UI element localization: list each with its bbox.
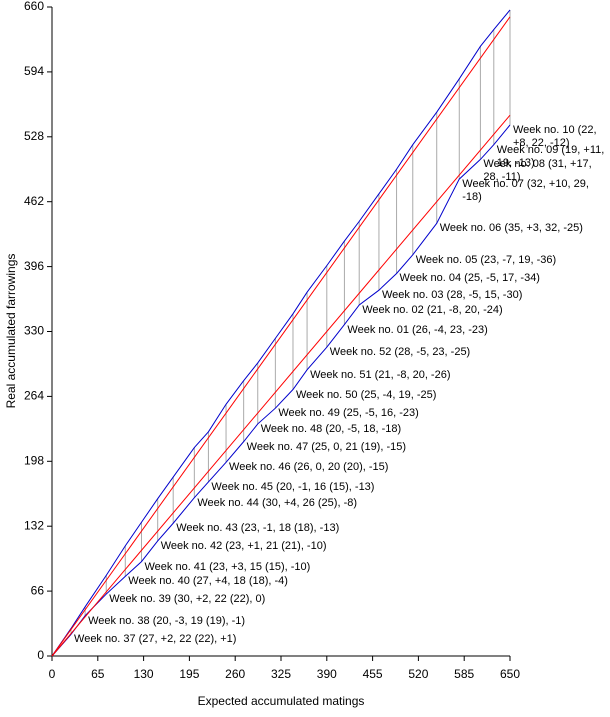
series-line — [51, 114, 511, 657]
y-tick-label: 660 — [24, 0, 44, 13]
x-tick-label: 650 — [500, 667, 520, 681]
y-tick-label: 132 — [24, 518, 44, 532]
x-tick-label: 65 — [91, 667, 105, 681]
x-tick-label: 130 — [134, 667, 154, 681]
annotation: Week no. 52 (28, -5, 23, -25) — [329, 346, 471, 359]
y-tick-label: 396 — [24, 259, 44, 273]
annotation: Week no. 39 (30, +2, 22 (22), 0) — [109, 593, 266, 606]
annotation: Week no. 42 (23, +1, 21 (21), -10) — [160, 539, 327, 552]
y-tick-label: 528 — [24, 129, 44, 143]
x-tick-label: 195 — [179, 667, 199, 681]
annotation: Week no. 40 (27, +4, 18 (18), -4) — [128, 575, 288, 588]
x-tick-label: 390 — [317, 667, 337, 681]
y-tick-label: 462 — [24, 194, 44, 208]
x-tick-label: 585 — [454, 667, 474, 681]
annotation: Week no. 09 (19, +11, 19, -13) — [496, 143, 605, 169]
annotation: Week no. 43 (23, -1, 18 (18), -13) — [176, 522, 340, 535]
annotation: Week no. 50 (25, -4, 19, -25) — [295, 388, 437, 401]
y-tick-label: 0 — [37, 648, 44, 662]
annotation: Week no. 03 (28, -5, 15, -30) — [381, 289, 523, 302]
annotation: Week no. 51 (21, -8, 20, -26) — [310, 368, 451, 381]
x-tick-label: 520 — [408, 667, 428, 681]
y-axis-label: Real accumulated farrowings — [4, 254, 18, 409]
annotation: Week no. 41 (23, +3, 15 (15), -10) — [144, 560, 311, 573]
annotation: Week no. 06 (35, +3, 32, -25) — [439, 222, 583, 235]
annotation: Week no. 49 (25, -5, 16, -23) — [278, 407, 419, 420]
annotation: Week no. 10 (22, +8, 22, -12) — [513, 124, 597, 149]
y-tick-label: 198 — [24, 453, 44, 467]
annotation: Week no. 47 (25, 0, 21 (19), -15) — [246, 440, 407, 453]
x-tick-label: 325 — [271, 667, 291, 681]
y-tick-label: 264 — [24, 389, 44, 403]
annotation: Week no. 01 (26, -4, 23, -23) — [347, 323, 488, 336]
annotation: Week no. 46 (26, 0, 20 (20), -15) — [229, 461, 389, 474]
series-line — [51, 9, 511, 657]
x-axis-label: Expected accumulated matings — [198, 694, 365, 708]
x-tick-label: 0 — [49, 667, 56, 681]
annotation: Week no. 08 (31, +17, 28, -11) — [483, 158, 592, 184]
y-tick-label: 594 — [24, 64, 44, 78]
annotation: Week no. 05 (23, -7, 19, -36) — [415, 253, 557, 266]
annotation: Week no. 04 (25, -5, 17, -34) — [399, 272, 540, 285]
x-tick-label: 260 — [225, 667, 245, 681]
annotation: Week no. 07 (32, +10, 29, -18) — [462, 178, 589, 204]
annotation: Week no. 37 (27, +2, 22 (22), +1) — [74, 633, 237, 646]
annotation: Week no. 02 (21, -8, 20, -24) — [362, 303, 503, 316]
annotation: Week no. 38 (20, -3, 19 (19), -1) — [88, 614, 246, 627]
series-line — [51, 16, 511, 657]
y-tick-label: 330 — [24, 324, 44, 338]
annotation: Week no. 44 (30, +4, 26 (25), -8) — [197, 496, 358, 509]
annotation: Week no. 45 (20, -1, 16 (15), -13) — [211, 480, 375, 493]
series-line — [51, 124, 511, 657]
x-tick-label: 455 — [363, 667, 383, 681]
y-tick-label: 66 — [31, 583, 45, 597]
annotation: Week no. 48 (20, -5, 18, -18) — [260, 422, 402, 435]
